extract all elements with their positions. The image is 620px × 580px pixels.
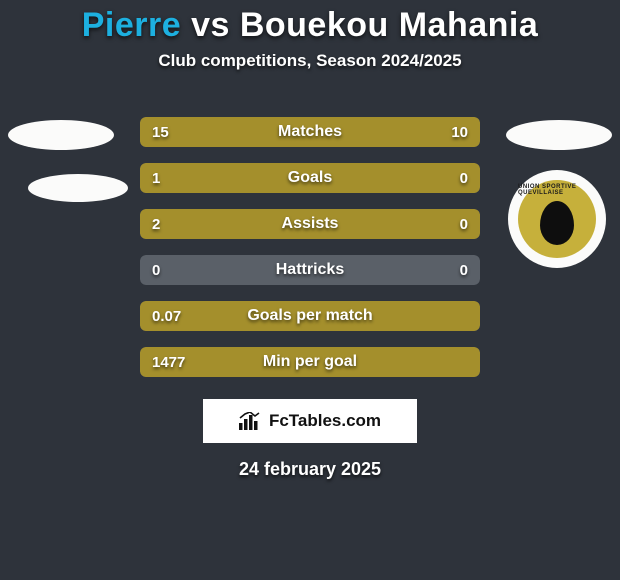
bar-right	[344, 117, 480, 147]
club-badge-shield	[540, 201, 574, 245]
comparison-card: Pierre vs Bouekou Mahania Club competiti…	[0, 0, 620, 580]
site-badge[interactable]: FcTables.com	[203, 399, 417, 443]
bar-left	[140, 301, 480, 331]
vs-text: vs	[191, 6, 230, 44]
stat-row: 20Assists	[140, 209, 480, 239]
stat-row: 1477Min per goal	[140, 347, 480, 377]
stat-row: 00Hattricks	[140, 255, 480, 285]
club-badge-top-text: UNION SPORTIVE QUEVILLAISE	[518, 184, 596, 196]
avatar-head-shape	[506, 120, 612, 150]
player1-name: Pierre	[82, 6, 181, 44]
bar-right	[402, 209, 480, 239]
bar-right	[402, 163, 480, 193]
chart-icon	[239, 412, 261, 430]
player2-name: Bouekou Mahania	[240, 6, 538, 44]
stat-row: 10Goals	[140, 163, 480, 193]
bar-left	[140, 347, 480, 377]
bar-track	[140, 255, 480, 285]
bar-left	[140, 117, 344, 147]
site-name: FcTables.com	[269, 411, 381, 431]
club-badge-container: UNION SPORTIVE QUEVILLAISE USQ	[508, 170, 606, 268]
avatar-body-shape	[28, 174, 128, 202]
bar-left	[140, 163, 402, 193]
stats-rows: 1510Matches 10Goals 20Assists 00Hattricks 0.…	[140, 117, 480, 377]
date-label: 24 february 2025	[239, 459, 381, 480]
subtitle: Club competitions, Season 2024/2025	[158, 51, 461, 71]
club-badge: UNION SPORTIVE QUEVILLAISE USQ	[518, 180, 596, 258]
bar-left	[140, 209, 402, 239]
club-badge-bottom-text: USQ	[549, 245, 564, 252]
player2-avatar: UNION SPORTIVE QUEVILLAISE USQ	[506, 120, 612, 268]
stat-row: 1510Matches	[140, 117, 480, 147]
stat-row: 0.07Goals per match	[140, 301, 480, 331]
page-title: Pierre vs Bouekou Mahania	[82, 6, 539, 45]
avatar-head-shape	[8, 120, 114, 150]
player1-avatar	[8, 120, 128, 202]
